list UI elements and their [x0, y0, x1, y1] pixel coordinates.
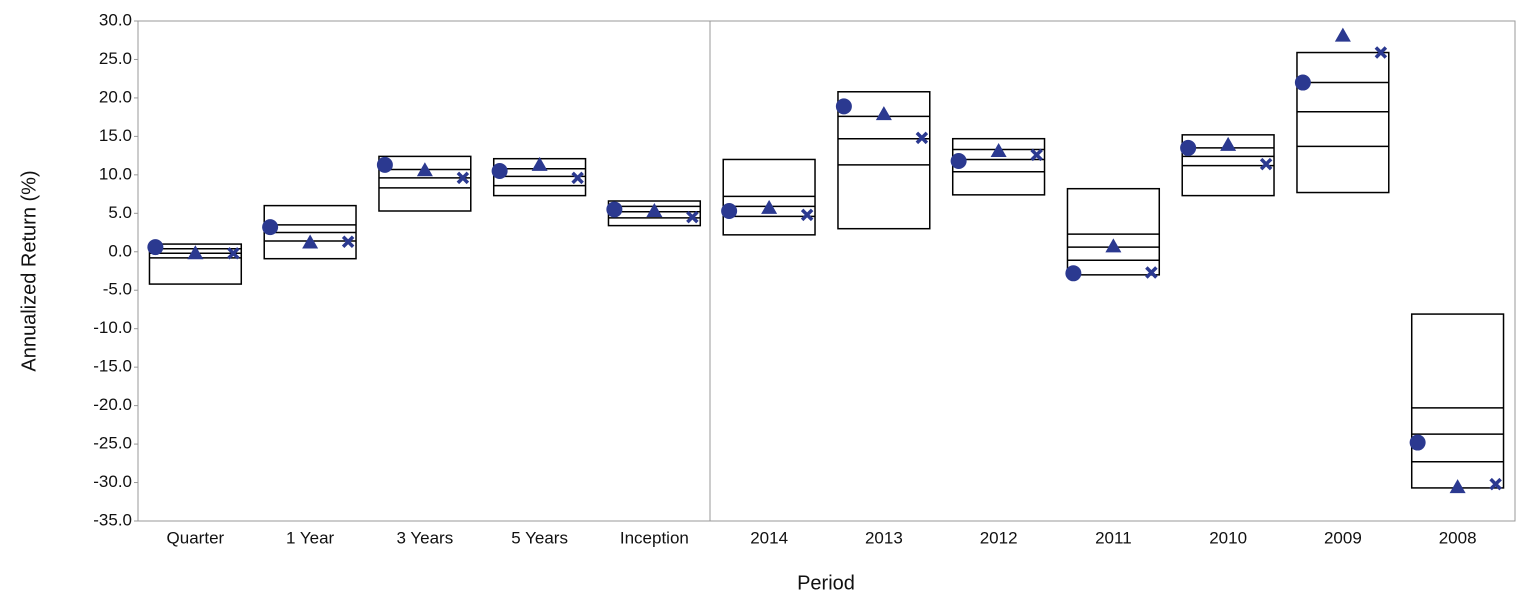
x-marker — [686, 210, 699, 224]
x-tick-label: 2009 — [1324, 528, 1362, 547]
circle-marker — [1294, 74, 1311, 91]
x-marker — [1374, 46, 1388, 59]
circle-marker — [147, 239, 164, 256]
range-box — [722, 158, 816, 236]
y-tick-label: 0.0 — [108, 241, 132, 260]
x-marker — [571, 171, 584, 185]
x-tick-label: 2014 — [750, 528, 788, 547]
range-box — [1066, 187, 1161, 276]
range-box — [378, 155, 472, 212]
y-tick-label: 25.0 — [99, 49, 132, 68]
x-marker — [1145, 266, 1158, 279]
x-tick-label: 3 Years — [397, 528, 454, 547]
x-marker — [456, 171, 470, 185]
range-box — [148, 243, 243, 285]
circle-marker — [721, 203, 738, 219]
circle-marker — [1065, 265, 1082, 282]
x-tick-label: 1 Year — [286, 528, 335, 547]
range-box — [1296, 51, 1390, 194]
y-tick-label: -10.0 — [93, 318, 132, 337]
x-tick-label: 2010 — [1209, 528, 1247, 547]
y-tick-label: 10.0 — [99, 164, 132, 183]
range-box — [837, 91, 931, 230]
circle-marker — [262, 219, 279, 236]
x-axis-title: Period — [797, 572, 855, 594]
y-tick-label: -35.0 — [93, 510, 132, 529]
x-tick-label: 2011 — [1095, 528, 1132, 547]
triangle-marker — [531, 156, 548, 171]
circle-marker — [835, 98, 852, 115]
circle-marker — [1409, 434, 1426, 451]
circle-marker — [491, 163, 508, 179]
x-marker — [1030, 148, 1043, 162]
y-tick-label: 20.0 — [99, 87, 132, 106]
y-tick-label: 15.0 — [99, 126, 132, 145]
circle-marker — [950, 153, 967, 169]
y-tick-label: 30.0 — [99, 10, 132, 29]
triangle-marker — [646, 203, 663, 217]
triangle-marker — [416, 162, 433, 177]
triangle-marker — [1105, 238, 1122, 253]
circle-marker — [1180, 139, 1197, 156]
plot-frame — [137, 20, 1516, 522]
x-marker — [1489, 477, 1502, 491]
x-tick-label: 2012 — [980, 528, 1018, 547]
triangle-marker — [1334, 27, 1351, 42]
y-tick-label: -15.0 — [93, 357, 132, 376]
x-tick-label: 5 Years — [511, 528, 568, 547]
y-tick-label: -20.0 — [93, 395, 132, 414]
y-axis-title: Annualized Return (%) — [18, 170, 40, 371]
triangle-marker — [1449, 479, 1466, 494]
y-tick-label: -30.0 — [93, 472, 132, 491]
y-tick-label: 5.0 — [108, 203, 132, 222]
triangle-marker — [1220, 136, 1237, 151]
circle-marker — [376, 156, 393, 173]
triangle-marker — [761, 199, 778, 214]
y-tick-label: -25.0 — [93, 434, 132, 453]
x-marker — [915, 131, 929, 145]
triangle-marker — [990, 143, 1007, 157]
x-marker — [227, 247, 240, 260]
triangle-marker — [187, 245, 204, 260]
triangle-marker — [302, 234, 319, 249]
range-box — [951, 137, 1046, 196]
circle-marker — [606, 201, 623, 218]
x-tick-label: 2013 — [865, 528, 903, 547]
x-marker — [341, 235, 355, 249]
x-marker — [1259, 157, 1273, 171]
y-tick-label: -5.0 — [103, 280, 132, 299]
x-tick-label: 2008 — [1439, 528, 1477, 547]
x-tick-label: Inception — [620, 528, 689, 547]
triangle-marker — [875, 106, 892, 121]
x-marker — [800, 208, 814, 222]
x-tick-label: Quarter — [167, 528, 225, 547]
